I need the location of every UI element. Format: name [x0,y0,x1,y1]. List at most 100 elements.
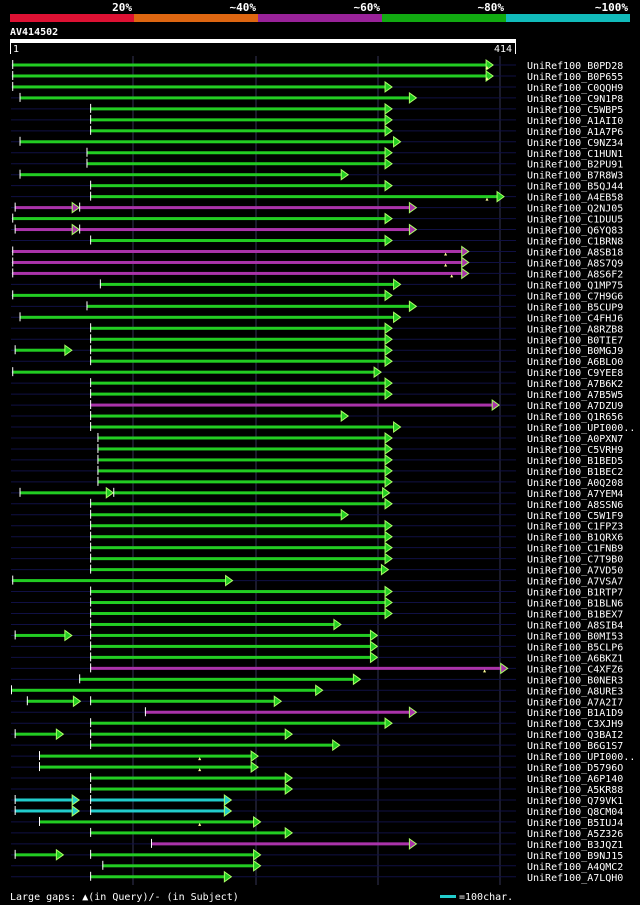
hit-name-link[interactable]: UniRef100_A0Q208 [527,478,623,489]
alignment-segment[interactable] [90,381,387,385]
hit-row[interactable]: UniRef100_C7T9B0 [11,552,623,566]
hit-name-link[interactable]: UniRef100_A8SIB4 [527,620,623,631]
hit-row[interactable]: UniRef100_B0MI53 [11,629,623,642]
hit-name-link[interactable]: UniRef100_C1DUU5 [527,215,623,226]
alignment-segment[interactable] [19,491,108,495]
hit-name-link[interactable]: UniRef100_Q1MP75 [527,280,623,291]
alignment-segment[interactable] [90,743,334,747]
hit-row[interactable]: UniRef100_C9N1P8 [11,91,623,105]
alignment-segment[interactable] [86,304,411,308]
alignment-segment[interactable] [14,809,74,813]
hit-name-link[interactable]: UniRef100_A7B6K2 [527,379,623,390]
hit-row[interactable]: UniRef100_A8SIB4 [11,618,623,631]
hit-row[interactable]: UniRef100_A7DZU9 [11,399,623,412]
alignment-segment[interactable] [90,195,499,199]
hit-name-link[interactable]: UniRef100_A4QMC2 [527,862,623,873]
alignment-segment[interactable] [90,502,387,506]
hit-name-link[interactable]: UniRef100_B5CLP6 [527,642,623,653]
hit-name-link[interactable]: UniRef100_C0QQH9 [527,83,623,94]
alignment-segment[interactable] [11,688,317,692]
hit-row[interactable]: UniRef100_C5W1F9 [11,508,623,522]
hit-name-link[interactable]: UniRef100_B0TIE7 [527,335,623,346]
hit-row[interactable]: UniRef100_A8S7Q9 [11,256,623,269]
alignment-segment[interactable] [90,107,387,111]
alignment-segment[interactable] [90,326,387,330]
hit-row[interactable]: UniRef100_A0Q208 [11,475,623,489]
hit-row[interactable]: UniRef100_A7B6K2 [11,377,623,390]
alignment-segment[interactable] [39,765,253,769]
hit-row[interactable]: UniRef100_A6P140 [11,772,623,785]
hit-name-link[interactable]: UniRef100_A7VSA7 [527,577,623,588]
alignment-segment[interactable] [90,337,387,341]
hit-name-link[interactable]: UniRef100_B1QRX6 [527,533,623,544]
alignment-segment[interactable] [12,217,387,221]
hit-name-link[interactable]: UniRef100_A7A2I7 [527,697,623,708]
hit-name-link[interactable]: UniRef100_A8SB18 [527,247,623,258]
hit-name-link[interactable]: UniRef100_B2PU91 [527,160,623,171]
hit-row[interactable]: UniRef100_A7LQH0 [11,870,623,884]
hit-name-link[interactable]: UniRef100_C4FHJ6 [527,313,623,324]
hit-row[interactable]: UniRef100_C9YEE8 [11,366,623,379]
hit-row[interactable]: UniRef100_A1AII0 [11,113,623,127]
alignment-segment[interactable] [90,129,387,133]
hit-row[interactable]: UniRef100_A7B5W5 [11,388,623,401]
hit-name-link[interactable]: UniRef100_C9N1P8 [527,94,623,105]
hit-name-link[interactable]: UniRef100_D5796O [527,763,623,774]
alignment-segment[interactable] [14,206,74,210]
alignment-segment[interactable] [90,524,387,528]
hit-row[interactable]: UniRef100_C1FPZ3 [11,519,623,533]
alignment-segment[interactable] [90,392,387,396]
alignment-segment[interactable] [12,260,463,264]
hit-name-link[interactable]: UniRef100_A8S6F2 [527,269,623,280]
hit-name-link[interactable]: UniRef100_B6G1S7 [527,741,623,752]
hit-row[interactable]: UniRef100_A8RZB8 [11,322,623,335]
alignment-segment[interactable] [90,557,387,561]
hit-row[interactable]: UniRef100_B1QRX6 [11,530,623,544]
alignment-segment[interactable] [12,249,463,253]
alignment-segment[interactable] [90,601,387,605]
alignment-segment[interactable] [12,271,463,275]
hit-row[interactable]: UniRef100_Q3BAI2 [11,728,623,741]
hit-name-link[interactable]: UniRef100_B5IUJ4 [527,818,623,829]
hit-name-link[interactable]: UniRef100_B0MGJ9 [527,346,623,357]
alignment-segment[interactable] [90,875,226,879]
hit-row[interactable]: UniRef100_A7YEM4 [11,486,623,500]
hit-row[interactable]: UniRef100_B1RTP7 [11,585,623,599]
hit-row[interactable]: UniRef100_B9NJ15 [11,848,623,862]
hit-name-link[interactable]: UniRef100_A7YEM4 [527,489,623,500]
hit-row[interactable]: UniRef100_Q2NJ05 [11,201,623,215]
hit-name-link[interactable]: UniRef100_B1BEC2 [527,467,623,478]
hit-row[interactable]: UniRef100_B0P655 [11,69,623,83]
hit-name-link[interactable]: UniRef100_C5VRH9 [527,445,623,456]
hit-name-link[interactable]: UniRef100_UPI000.. [527,423,635,434]
hit-row[interactable]: UniRef100_A4EB58 [11,190,623,204]
hit-row[interactable]: UniRef100_Q6YQ83 [11,223,623,237]
alignment-segment[interactable] [97,469,387,473]
hit-name-link[interactable]: UniRef100_A8URE3 [527,686,623,697]
hit-row[interactable]: UniRef100_A6BLO0 [11,355,623,368]
hit-row[interactable]: UniRef100_B5IUJ4 [11,815,623,829]
alignment-segment[interactable] [19,173,343,177]
hit-row[interactable]: UniRef100_C4FHJ6 [11,311,623,324]
hit-name-link[interactable]: UniRef100_A1A7P6 [527,127,623,138]
hit-name-link[interactable]: UniRef100_B0PD28 [527,61,623,72]
alignment-segment[interactable] [90,546,387,550]
hit-row[interactable]: UniRef100_B1A1D9 [11,706,623,719]
alignment-segment[interactable] [90,622,335,626]
alignment-segment[interactable] [90,721,387,725]
alignment-segment[interactable] [79,677,355,681]
alignment-segment[interactable] [12,579,227,583]
hit-name-link[interactable]: UniRef100_A8S7Q9 [527,258,623,269]
hit-name-link[interactable]: UniRef100_C3XJH9 [527,719,623,730]
alignment-segment[interactable] [79,206,411,210]
hit-name-link[interactable]: UniRef100_C1BRN8 [527,237,623,248]
alignment-segment[interactable] [86,151,387,155]
hit-name-link[interactable]: UniRef100_A6P140 [527,774,623,785]
hit-row[interactable]: UniRef100_A5KR88 [11,783,623,796]
alignment-segment[interactable] [90,184,387,188]
hit-name-link[interactable]: UniRef100_B1BED5 [527,456,623,467]
alignment-segment[interactable] [26,699,75,703]
alignment-segment[interactable] [90,425,395,429]
alignment-segment[interactable] [90,787,287,791]
hit-row[interactable]: UniRef100_B1BEC2 [11,464,623,478]
